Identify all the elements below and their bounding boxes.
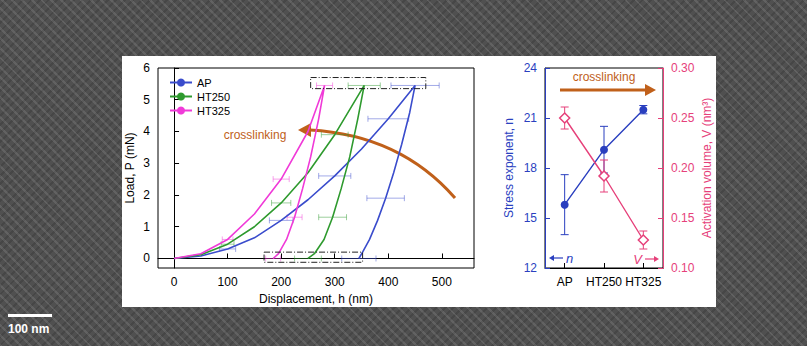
svg-text:200: 200 — [271, 275, 291, 289]
svg-text:3: 3 — [143, 156, 150, 170]
svg-text:100: 100 — [218, 275, 238, 289]
svg-text:1: 1 — [143, 220, 150, 234]
svg-text:12: 12 — [524, 261, 538, 275]
svg-text:HT250: HT250 — [197, 91, 230, 103]
svg-text:crosslinking: crosslinking — [224, 128, 287, 142]
svg-text:4: 4 — [143, 124, 150, 138]
svg-text:HT250: HT250 — [586, 275, 622, 289]
svg-text:0: 0 — [171, 275, 178, 289]
svg-text:HT325: HT325 — [625, 275, 661, 289]
svg-text:AP: AP — [197, 77, 212, 89]
svg-text:V: V — [633, 252, 643, 267]
svg-text:500: 500 — [432, 275, 452, 289]
svg-text:0.10: 0.10 — [671, 261, 695, 275]
svg-text:HT325: HT325 — [197, 105, 230, 117]
svg-text:100 nm: 100 nm — [8, 322, 49, 336]
svg-text:0.25: 0.25 — [671, 111, 695, 125]
svg-text:0.15: 0.15 — [671, 211, 695, 225]
svg-text:Activation volume, V (nm³): Activation volume, V (nm³) — [700, 98, 714, 239]
svg-text:18: 18 — [524, 161, 538, 175]
svg-text:6: 6 — [143, 61, 150, 75]
svg-text:400: 400 — [378, 275, 398, 289]
svg-text:0.20: 0.20 — [671, 161, 695, 175]
svg-text:0: 0 — [143, 251, 150, 265]
svg-text:15: 15 — [524, 211, 538, 225]
svg-text:Load, P (mN): Load, P (mN) — [123, 132, 137, 203]
svg-text:0.30: 0.30 — [671, 61, 695, 75]
svg-text:300: 300 — [325, 275, 345, 289]
svg-text:21: 21 — [524, 111, 538, 125]
svg-text:24: 24 — [524, 61, 538, 75]
svg-text:2: 2 — [143, 188, 150, 202]
svg-text:crosslinking: crosslinking — [573, 70, 636, 84]
svg-text:AP: AP — [557, 275, 573, 289]
svg-text:Displacement, h (nm): Displacement, h (nm) — [259, 292, 373, 306]
svg-text:n: n — [566, 251, 573, 266]
svg-text:Stress exponent, n: Stress exponent, n — [502, 118, 516, 218]
svg-text:5: 5 — [143, 93, 150, 107]
